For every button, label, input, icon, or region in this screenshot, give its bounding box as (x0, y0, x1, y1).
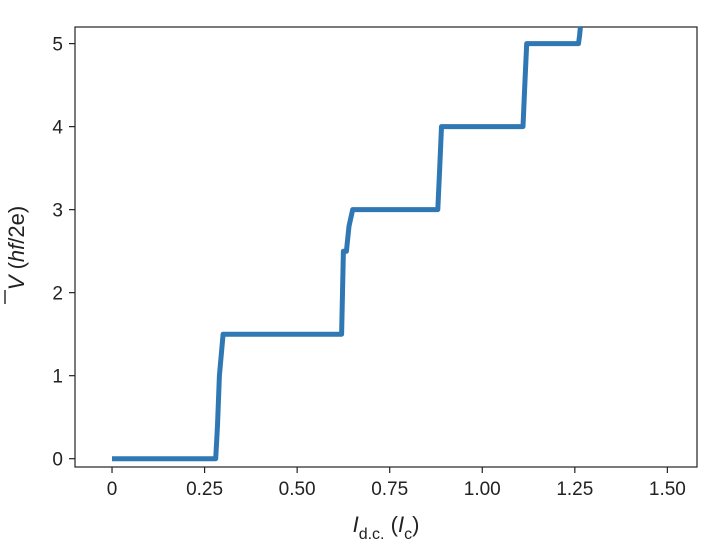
y-tick-label: 3 (52, 201, 63, 222)
y-tick-label: 5 (52, 35, 63, 56)
x-tick-label: 1.00 (464, 479, 501, 500)
series-layer (112, 26, 583, 462)
y-tick-label: 4 (52, 118, 63, 139)
y-tick-label: 2 (52, 284, 63, 305)
y-tick-label: 1 (52, 367, 63, 388)
x-tick-label: 0.25 (186, 479, 223, 500)
x-tick-label: 0.50 (279, 479, 316, 500)
x-tick-label: 1.25 (556, 479, 593, 500)
x-axis-label: Id.c. (Ic) (353, 512, 420, 543)
series-line (112, 26, 583, 462)
plot-frame (74, 26, 698, 468)
x-tick-label: 0.75 (371, 479, 408, 500)
x-tick-label: 0 (107, 479, 118, 500)
tick-layer: 0 0.25 0.50 0.75 1.00 1.25 1.50 0 1 2 3 4 5 (52, 35, 685, 500)
y-tick-label: 0 (52, 450, 63, 471)
x-tick-label: 1.50 (649, 479, 686, 500)
y-axis-label: V (hf/2e) (4, 206, 29, 290)
